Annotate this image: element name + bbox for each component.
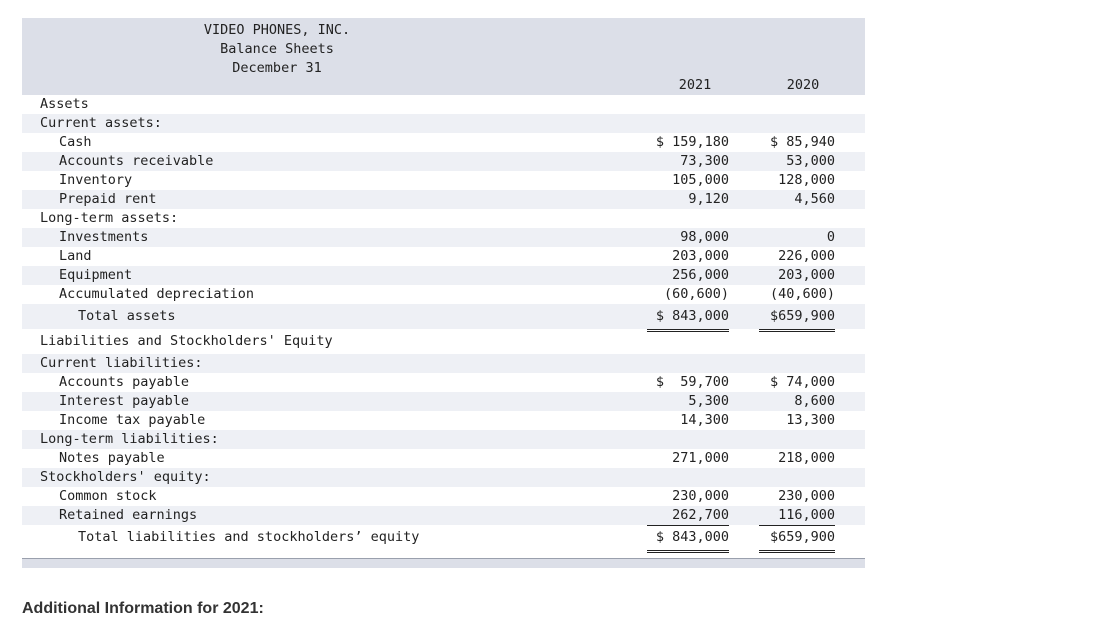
row-interest-payable: Interest payable 5,300 8,600 <box>22 392 865 411</box>
row-label: Long-term assets: <box>40 210 179 226</box>
row-cash: Cash $ 159,180 $ 85,940 <box>22 133 865 152</box>
sheet-header: VIDEO PHONES, INC. Balance Sheets Decemb… <box>22 18 865 95</box>
row-label: Common stock <box>59 488 157 504</box>
value-2020: $ 85,940 <box>769 134 835 150</box>
row-accumulated-depreciation: Accumulated depreciation (60,600) (40,60… <box>22 285 865 305</box>
value-2020: $659,900 <box>759 525 835 553</box>
row-accounts-payable: Accounts payable $ 59,700 $ 74,000 <box>22 373 865 392</box>
row-label: Income tax payable <box>59 412 206 428</box>
row-label: Total assets <box>78 308 176 324</box>
row-label: Prepaid rent <box>59 191 157 207</box>
row-label: Interest payable <box>59 393 190 409</box>
row-label: Long-term liabilities: <box>40 431 219 447</box>
row-total-liabilities-equity: Total liabilities and stockholders’ equi… <box>22 525 865 553</box>
value-2020: $ 74,000 <box>769 374 835 390</box>
row-label: Stockholders' equity: <box>40 469 211 485</box>
value-2021: 271,000 <box>672 450 729 466</box>
statement-date: December 31 <box>232 60 322 76</box>
row-label: Total liabilities and stockholders’ equi… <box>78 529 420 545</box>
row-investments: Investments 98,000 0 <box>22 228 865 247</box>
value-2020: 203,000 <box>778 267 835 283</box>
value-2021: $ 59,700 <box>655 374 729 390</box>
value-2021: $ 843,000 <box>647 525 729 553</box>
row-label: Investments <box>59 229 149 245</box>
row-label: Land <box>59 248 92 264</box>
value-2020: $659,900 <box>759 304 835 332</box>
row-income-tax-payable: Income tax payable 14,300 13,300 <box>22 411 865 430</box>
row-total-assets: Total assets $ 843,000 $659,900 <box>22 304 865 332</box>
table-footer-bar <box>22 558 865 568</box>
value-2021: 14,300 <box>680 412 729 428</box>
value-2021: 256,000 <box>672 267 729 283</box>
row-label: Accumulated depreciation <box>59 286 255 302</box>
title-block: VIDEO PHONES, INC. Balance Sheets Decemb… <box>22 21 532 78</box>
value-2020: 13,300 <box>786 412 835 428</box>
row-label: Current liabilities: <box>40 355 203 371</box>
row-retained-earnings: Retained earnings 262,700 116,000 <box>22 506 865 526</box>
value-2021: (60,600) <box>647 285 729 305</box>
subsection-long-term-liabilities: Long-term liabilities: <box>22 430 865 449</box>
value-2021: $ 843,000 <box>647 304 729 332</box>
row-equipment: Equipment 256,000 203,000 <box>22 266 865 285</box>
value-2021: 105,000 <box>672 172 729 188</box>
value-2021: 9,120 <box>688 191 729 207</box>
value-2021: 230,000 <box>672 488 729 504</box>
value-2020: 230,000 <box>778 488 835 504</box>
row-label: Liabilities and Stockholders' Equity <box>40 333 333 349</box>
subsection-current-assets: Current assets: <box>22 114 865 133</box>
section-liabilities-equity: Liabilities and Stockholders' Equity <box>22 329 865 354</box>
row-label: Equipment <box>59 267 133 283</box>
additional-info-heading: Additional Information for 2021: <box>22 600 264 617</box>
section-assets: Assets <box>22 95 865 114</box>
row-land: Land 203,000 226,000 <box>22 247 865 266</box>
row-accounts-receivable: Accounts receivable 73,300 53,000 <box>22 152 865 171</box>
subsection-current-liabilities: Current liabilities: <box>22 354 865 373</box>
row-label: Cash <box>59 134 92 150</box>
row-label: Current assets: <box>40 115 162 131</box>
row-common-stock: Common stock 230,000 230,000 <box>22 487 865 506</box>
row-label: Assets <box>40 96 89 112</box>
value-2020: 128,000 <box>778 172 835 188</box>
value-2021: 98,000 <box>680 229 729 245</box>
row-prepaid-rent: Prepaid rent 9,120 4,560 <box>22 190 865 209</box>
statement-title: Balance Sheets <box>220 41 334 57</box>
subsection-long-term-assets: Long-term assets: <box>22 209 865 228</box>
column-header-2020: 2020 <box>786 77 820 93</box>
company-name: VIDEO PHONES, INC. <box>203 22 351 38</box>
row-notes-payable: Notes payable 271,000 218,000 <box>22 449 865 468</box>
value-2020: 4,560 <box>794 191 835 207</box>
value-2020: 226,000 <box>778 248 835 264</box>
value-2021: 73,300 <box>680 153 729 169</box>
row-label: Retained earnings <box>59 507 198 523</box>
value-2020: 53,000 <box>786 153 835 169</box>
value-2021: 5,300 <box>688 393 729 409</box>
row-inventory: Inventory 105,000 128,000 <box>22 171 865 190</box>
row-label: Inventory <box>59 172 133 188</box>
column-header-2021: 2021 <box>678 77 712 93</box>
value-2020: 218,000 <box>778 450 835 466</box>
value-2020: (40,600) <box>759 285 835 305</box>
value-2020: 116,000 <box>759 506 835 526</box>
value-2021: 262,700 <box>647 506 729 526</box>
value-2020: 8,600 <box>794 393 835 409</box>
balance-sheet: VIDEO PHONES, INC. Balance Sheets Decemb… <box>22 18 865 568</box>
row-label: Notes payable <box>59 450 165 466</box>
value-2021: $ 159,180 <box>655 134 729 150</box>
subsection-stockholders-equity: Stockholders' equity: <box>22 468 865 487</box>
value-2020: 0 <box>826 229 835 245</box>
value-2021: 203,000 <box>672 248 729 264</box>
row-label: Accounts payable <box>59 374 190 390</box>
row-label: Accounts receivable <box>59 153 214 169</box>
